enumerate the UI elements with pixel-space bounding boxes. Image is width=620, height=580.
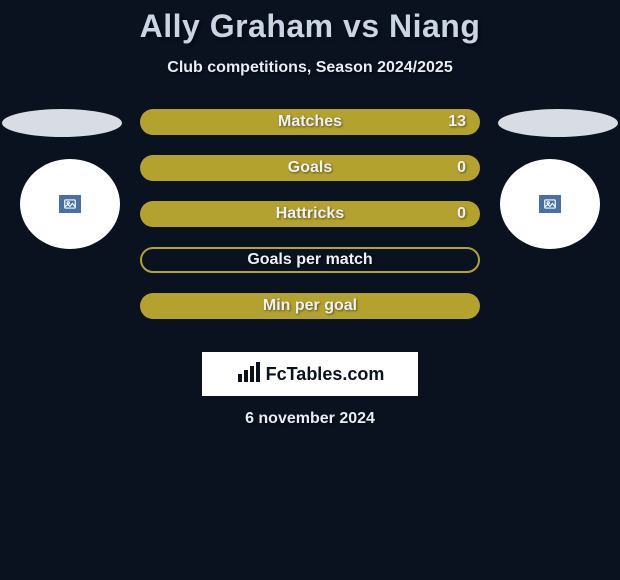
brand-badge: FcTables.com	[202, 352, 418, 396]
stat-value-right: 0	[457, 205, 466, 223]
page-subtitle: Club competitions, Season 2024/2025	[0, 59, 620, 77]
stat-label: Goals	[288, 159, 332, 177]
player-left-disc	[20, 159, 120, 249]
stat-label: Matches	[278, 113, 342, 131]
stat-bar-goals: Goals 0	[140, 155, 480, 181]
player-right-oval	[498, 109, 618, 137]
bars-icon	[236, 360, 260, 389]
stat-value-right: 13	[448, 113, 466, 131]
brand-text: FcTables.com	[266, 364, 385, 385]
image-placeholder-icon	[537, 193, 563, 215]
page-title: Ally Graham vs Niang	[0, 0, 620, 45]
player-right-disc	[500, 159, 600, 249]
stat-bar-hattricks: Hattricks 0	[140, 201, 480, 227]
stat-bar-matches: Matches 13	[140, 109, 480, 135]
stat-bar-min-per-goal: Min per goal	[140, 293, 480, 319]
image-placeholder-icon	[57, 193, 83, 215]
stat-value-right: 0	[457, 159, 466, 177]
stat-label: Hattricks	[276, 205, 344, 223]
stat-bars: Matches 13 Goals 0 Hattricks 0 Goals per…	[140, 109, 480, 339]
footer-date: 6 november 2024	[0, 410, 620, 428]
stat-label: Min per goal	[263, 297, 357, 315]
player-left-oval	[2, 109, 122, 137]
stat-label: Goals per match	[247, 251, 372, 269]
stat-bar-goals-per-match: Goals per match	[140, 247, 480, 273]
